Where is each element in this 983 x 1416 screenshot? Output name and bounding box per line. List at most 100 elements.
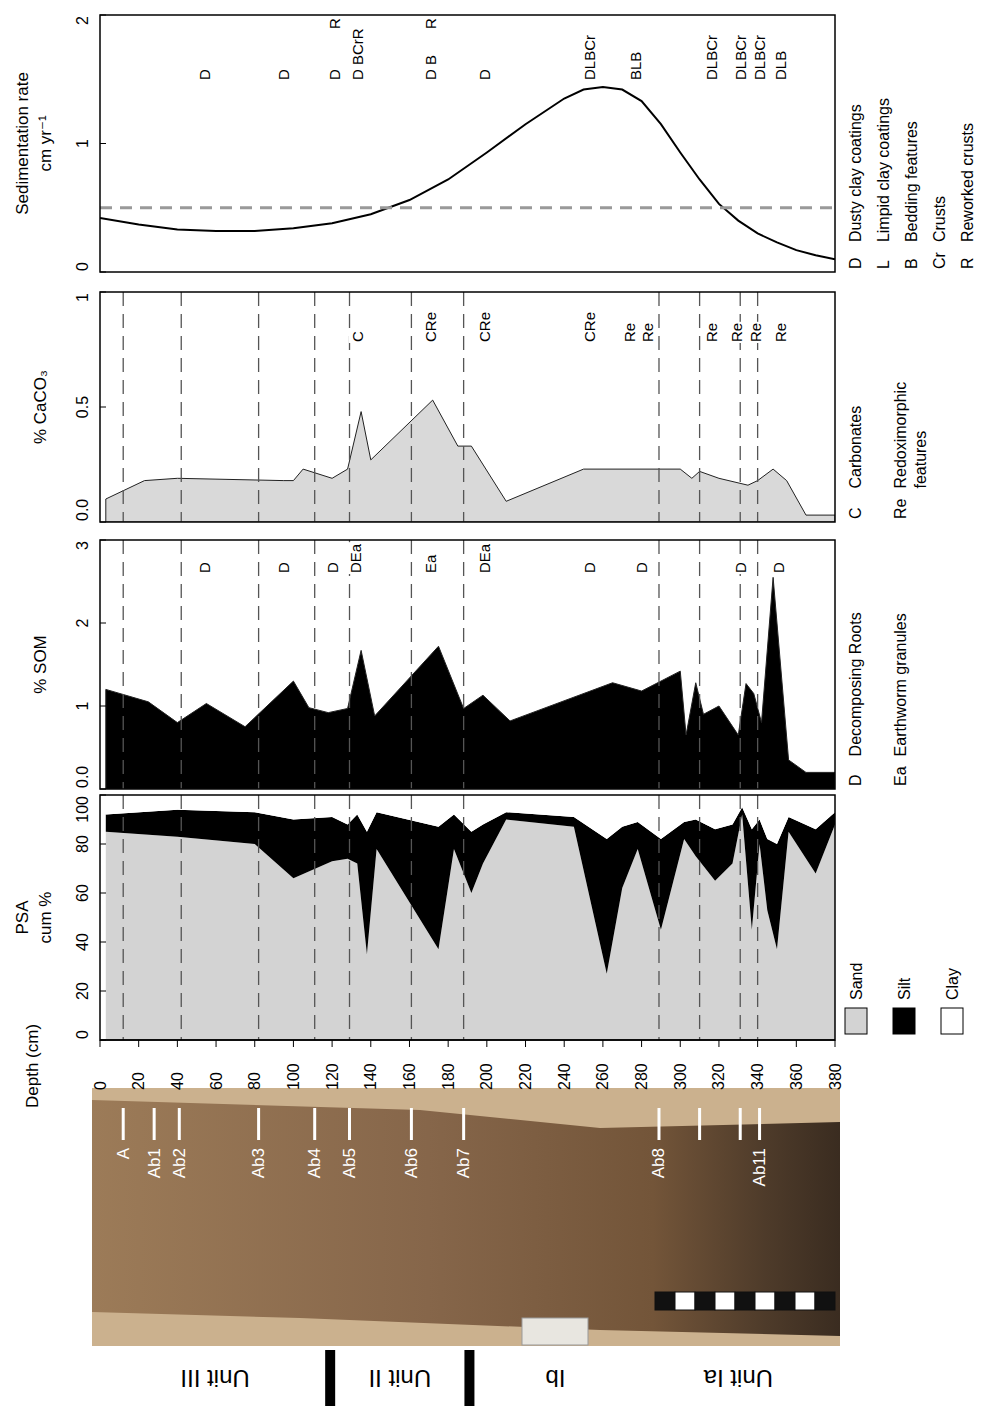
annotation-group: D <box>476 69 493 80</box>
horizon-label: Ab7 <box>454 1148 473 1178</box>
annotation-patch <box>347 542 364 574</box>
y-tick-label: 80 <box>74 835 91 853</box>
legend-text: features <box>912 431 929 489</box>
annotation-patch <box>639 322 656 343</box>
y-tick <box>100 893 106 894</box>
photo-scale-bar <box>675 1292 695 1310</box>
x-tick <box>293 1040 294 1047</box>
legend-key: D <box>847 257 864 269</box>
legend-label: Clay <box>944 968 961 1000</box>
horizon-boundary <box>349 540 350 789</box>
legend-text: Reworked crusts <box>959 123 976 242</box>
annotation: DEa <box>347 543 364 573</box>
annotation-group: DLBCr <box>703 35 720 80</box>
x-tick-label-group: 180 <box>440 1063 457 1090</box>
legend-key-group: D <box>847 257 864 269</box>
annotation: CRe <box>422 312 439 342</box>
legend-key-group: Re <box>892 498 909 519</box>
horizon-bar <box>178 1108 181 1140</box>
x-tick <box>835 1040 836 1047</box>
axis-title: Sedimentation rate <box>13 72 32 215</box>
horizon-bar <box>348 1108 351 1140</box>
x-tick <box>448 1040 449 1047</box>
annotation: D BCrR <box>349 28 366 80</box>
y-tick-label-group: 1 <box>74 701 91 710</box>
annotation-group: Re <box>703 322 720 343</box>
y-tick-label-group: 40 <box>74 933 91 951</box>
x-tick-label: 260 <box>594 1063 611 1090</box>
x-axis-line <box>100 1039 835 1041</box>
horizon-bar <box>657 1108 660 1140</box>
axis-title: cum % <box>36 892 55 944</box>
horizon-label: Ab4 <box>305 1148 324 1178</box>
horizon-boundary <box>757 540 758 789</box>
photo-card <box>522 1318 588 1345</box>
annotation-group: Re <box>772 322 789 343</box>
annotation-group: Re <box>621 322 638 343</box>
horizon-boundary <box>123 540 124 789</box>
x-tick-label: 360 <box>788 1063 805 1090</box>
unit-label-group: Unit II <box>368 1365 431 1392</box>
annotation-group: DLBCr <box>751 35 768 80</box>
annotation-group: D BCrR <box>349 28 366 80</box>
x-tick <box>216 1040 217 1047</box>
photo-scale-bar <box>695 1292 715 1310</box>
horizon-boundary <box>740 795 741 1040</box>
x-tick-label-group: 300 <box>672 1063 689 1090</box>
x-tick-label: 280 <box>633 1063 650 1090</box>
x-tick-label-group: 100 <box>285 1063 302 1090</box>
horizon-boundary <box>314 292 315 522</box>
horizon-boundary <box>181 795 182 1040</box>
plot-area <box>106 292 835 522</box>
y-tick-label: 100 <box>74 796 91 823</box>
horizon-label: Ab5 <box>340 1148 359 1178</box>
annotation: CRe <box>581 312 598 342</box>
annotation: DLBCr <box>732 35 749 80</box>
annotation-group: Re <box>747 322 764 343</box>
unit-label: Unit III <box>180 1365 249 1392</box>
axis-title: PSA <box>13 900 32 935</box>
annotation-patch <box>476 542 493 574</box>
annotation: DLBCr <box>751 35 768 80</box>
x-tick-label-group: 0 <box>92 1081 109 1090</box>
legend-label-group: Clay <box>944 968 961 1000</box>
annotation: D <box>275 69 292 80</box>
x-tick-label-group: 380 <box>827 1063 844 1090</box>
legend-text-group: Dusty clay coatings <box>847 104 864 242</box>
figure: AAb1Ab2Ab3Ab4Ab5Ab6Ab7Ab8Ab11Unit IIIUni… <box>0 0 983 1416</box>
legend-text: Carbonates <box>847 406 864 489</box>
annotation-group: DLBCr <box>581 35 598 80</box>
horizon-label-group: A <box>114 1147 133 1159</box>
horizon-label-group: Ab8 <box>649 1148 668 1178</box>
y-tick <box>100 991 106 992</box>
horizon-bar <box>410 1108 413 1140</box>
y-tick-label: 0.0 <box>74 499 91 521</box>
legend-key: C <box>847 507 864 519</box>
legend-key-group: Cr <box>931 251 948 269</box>
y-tick <box>100 407 106 408</box>
x-tick-label: 320 <box>710 1063 727 1090</box>
line <box>100 87 835 259</box>
x-tick <box>409 1040 410 1047</box>
x-tick-label-group: 80 <box>246 1072 263 1090</box>
annotation-patch <box>324 561 341 574</box>
x-tick-label: 220 <box>517 1063 534 1090</box>
horizon-boundary <box>349 795 350 1040</box>
annotation: Re <box>703 323 720 342</box>
annotation: R <box>326 18 343 29</box>
y-tick-label-group: 2 <box>74 618 91 627</box>
area <box>106 400 835 522</box>
legend-text-group: Earthworm granules <box>892 613 909 756</box>
plot-area <box>106 540 835 789</box>
annotation-group: DEa <box>476 542 493 574</box>
x-tick-label: 80 <box>246 1072 263 1090</box>
annotation: DLBCr <box>581 35 598 80</box>
annotation: Ea <box>422 554 439 573</box>
x-tick-label: 160 <box>401 1063 418 1090</box>
axis-title: % CaCO₃ <box>31 370 50 444</box>
plot-frame <box>100 795 835 1040</box>
y-tick-label: 1 <box>74 701 91 710</box>
area <box>106 577 835 789</box>
annotation: R <box>422 18 439 29</box>
annotation-group: BLB <box>627 52 644 80</box>
